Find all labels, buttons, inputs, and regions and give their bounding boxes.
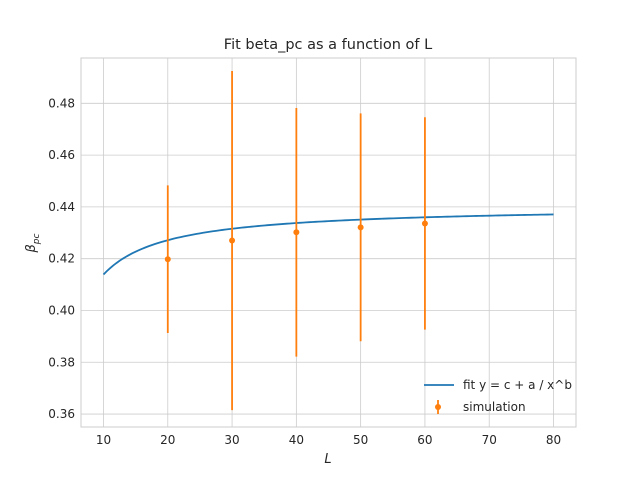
fit-line	[102, 213, 554, 276]
x-axis-ticks: 10 20 30 40 50 60 70 80	[96, 433, 561, 447]
x-tick-label: 10	[96, 433, 111, 447]
simulation-point	[229, 237, 236, 244]
y-tick-label: 0.42	[48, 252, 75, 266]
y-tick-label: 0.46	[48, 148, 75, 162]
legend-simulation-marker	[435, 404, 441, 410]
x-tick-label: 80	[546, 433, 561, 447]
legend-fit-label: fit y = c + a / x^b	[463, 378, 572, 392]
y-tick-label: 0.38	[48, 355, 75, 369]
x-tick-label: 50	[353, 433, 368, 447]
series-layer	[102, 70, 554, 411]
y-axis-label-main: β	[24, 244, 39, 253]
y-axis-label-subscript: pc	[32, 233, 42, 245]
simulation-point	[164, 256, 171, 263]
simulation-point	[357, 224, 364, 231]
x-tick-label: 60	[417, 433, 432, 447]
x-tick-label: 40	[289, 433, 304, 447]
legend-simulation-label: simulation	[463, 400, 526, 414]
y-tick-label: 0.36	[48, 407, 75, 421]
y-axis-label: βpc	[24, 233, 42, 253]
legend: fit y = c + a / x^b simulation	[424, 378, 572, 414]
y-tick-label: 0.48	[48, 96, 75, 110]
x-tick-label: 70	[482, 433, 497, 447]
x-axis-label: L	[324, 452, 331, 467]
simulation-point	[421, 220, 428, 227]
y-axis-ticks: 0.36 0.38 0.40 0.42 0.44 0.46 0.48	[48, 96, 75, 421]
x-tick-label: 30	[224, 433, 239, 447]
y-tick-label: 0.40	[48, 303, 75, 317]
plot-frame	[80, 57, 577, 428]
y-tick-label: 0.44	[48, 200, 75, 214]
chart-title: Fit beta_pc as a function of L	[224, 37, 432, 53]
plot-area	[81, 58, 576, 427]
x-tick-label: 20	[160, 433, 175, 447]
simulation-point	[293, 229, 300, 236]
